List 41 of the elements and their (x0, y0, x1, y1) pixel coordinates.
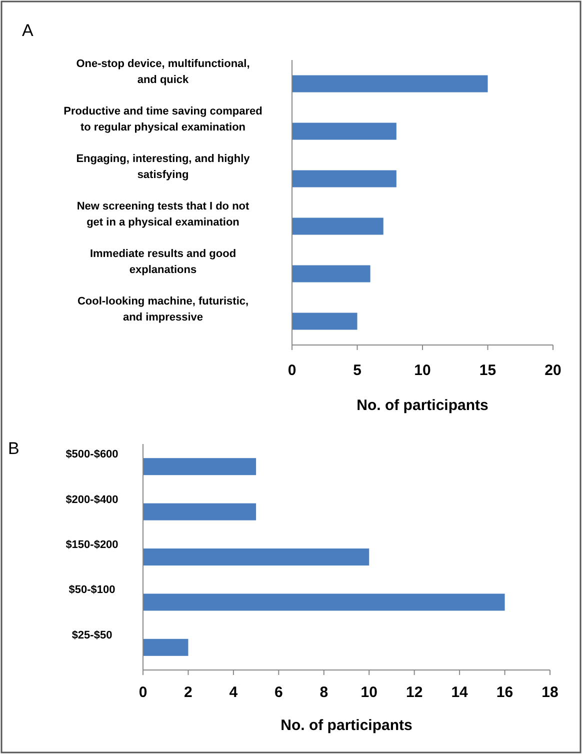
bar (143, 503, 256, 520)
y-tick-label: New screening tests that I do not get in a physical examination (76, 200, 250, 228)
x-axis-title: No. of participants (280, 717, 412, 734)
bar (292, 122, 396, 140)
y-tick-label: $500-$600 (66, 448, 118, 461)
y-tick-label: Productive and time saving compared to regular physical examination (64, 105, 262, 134)
x-tick-label: 10 (414, 362, 431, 379)
x-tick-label: 6 (274, 684, 283, 701)
chart-title: B (8, 439, 20, 458)
y-tick-label: $50-$100 (68, 584, 116, 596)
x-tick-label: 18 (542, 684, 558, 701)
x-tick-label: 14 (451, 684, 469, 701)
x-tick-label: 12 (406, 684, 423, 701)
x-tick-label: 0 (138, 684, 148, 701)
y-tick-label: $150-$200 (66, 538, 118, 551)
y-tick-label: Engaging, interesting, and highly satisfying (76, 152, 251, 181)
bar (143, 458, 256, 476)
y-tick-label: Cool-looking machine, futuristic, and impressive (77, 295, 249, 324)
x-tick-label: 10 (360, 684, 378, 701)
x-tick-label: 5 (353, 362, 362, 379)
x-axis-title: No. of participants (356, 397, 488, 414)
bar (292, 75, 488, 92)
x-tick-label: 2 (184, 684, 192, 701)
x-tick-label: 16 (496, 684, 514, 701)
bar (292, 218, 384, 235)
y-tick-label: One-stop device, multifunctional, and quick (76, 58, 250, 86)
x-tick-label: 20 (544, 362, 562, 379)
bar (292, 312, 358, 330)
x-tick-label: 4 (229, 684, 238, 701)
bar (143, 594, 505, 611)
x-tick-label: 15 (479, 362, 496, 379)
bar (143, 548, 370, 566)
x-tick-label: 0 (288, 362, 296, 379)
bar (143, 638, 188, 656)
y-tick-label: $25-$50 (72, 629, 112, 642)
x-tick-label: 8 (320, 684, 328, 701)
bar (292, 265, 370, 282)
y-tick-label: Immediate results and good explanations (90, 248, 236, 276)
y-tick-label: $200-$400 (66, 494, 118, 506)
text: A (22, 21, 34, 40)
bar (292, 170, 396, 188)
